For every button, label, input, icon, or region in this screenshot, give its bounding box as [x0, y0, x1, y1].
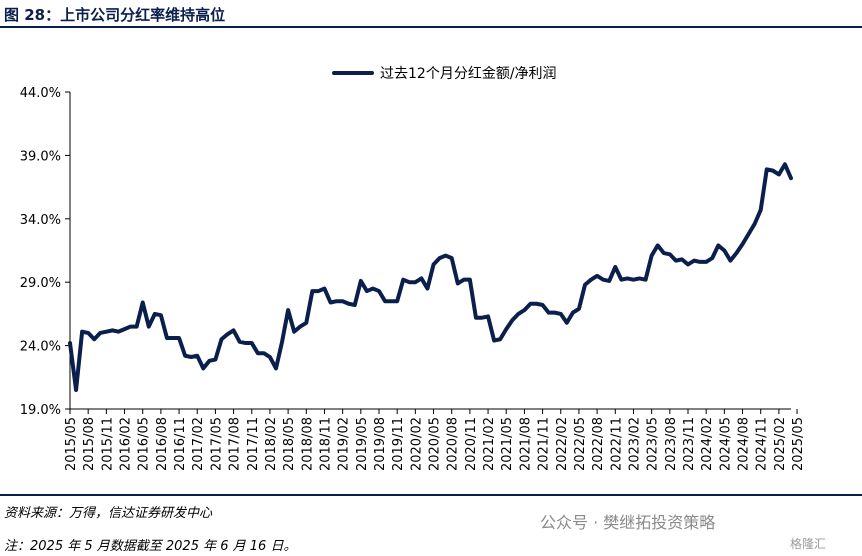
footer-rule — [0, 494, 862, 496]
y-tick-label: 39.0% — [20, 149, 61, 164]
legend-label: 过去12个月分红金额/净利润 — [380, 66, 557, 82]
x-tick-label: 2019/05 — [355, 417, 370, 471]
x-tick-label: 2022/02 — [555, 417, 570, 471]
x-tick-label: 2017/05 — [209, 417, 224, 471]
title-rule — [0, 26, 862, 28]
y-tick-label: 19.0% — [20, 403, 61, 418]
series-line — [68, 162, 793, 392]
x-tick-label: 2016/08 — [155, 417, 170, 471]
x-tick-label: 2016/05 — [137, 417, 152, 471]
x-tick-label: 2023/02 — [627, 417, 642, 471]
x-tick-label: 2018/08 — [300, 417, 315, 471]
x-tick-label: 2024/02 — [700, 417, 715, 471]
x-axis-ticks: 2015/05 2015/08 2015/11 2016/02 2016/05 2016/… — [64, 409, 806, 471]
x-tick-label: 2022/11 — [609, 417, 624, 471]
x-tick-label: 2023/08 — [664, 417, 679, 471]
x-tick-label: 2018/05 — [282, 417, 297, 471]
x-tick-label: 2024/11 — [755, 417, 770, 471]
x-tick-label: 2017/08 — [228, 417, 243, 471]
x-tick-label: 2025/05 — [791, 417, 806, 471]
x-tick-label: 2020/11 — [464, 417, 479, 471]
x-tick-label: 2015/05 — [64, 417, 79, 471]
x-tick-label: 2021/05 — [500, 417, 515, 471]
x-tick-label: 2019/11 — [391, 417, 406, 471]
x-tick-label: 2016/11 — [173, 417, 188, 471]
x-tick-label: 2025/02 — [773, 417, 788, 471]
figure-title: 图 28：上市公司分红率维持高位 — [4, 6, 226, 24]
axes — [69, 92, 791, 410]
y-axis-ticks: 19.0% 24.0% 29.0% 34.0% 39.0% 44.0% — [20, 86, 70, 418]
line-chart: 过去12个月分红金额/净利润 19.0% 24.0% 29.0% 34.0% 39.0%… — [20, 66, 806, 471]
x-tick-label: 2023/05 — [646, 417, 661, 471]
watermark-logo: 格隆汇 — [790, 537, 827, 551]
x-tick-label: 2020/08 — [446, 417, 461, 471]
x-tick-label: 2018/02 — [264, 417, 279, 471]
x-tick-label: 2024/05 — [718, 417, 733, 471]
y-tick-label: 34.0% — [20, 213, 61, 228]
x-tick-label: 2023/11 — [682, 417, 697, 471]
x-tick-label: 2021/02 — [482, 417, 497, 471]
x-tick-label: 2020/02 — [409, 417, 424, 471]
y-tick-label: 24.0% — [20, 340, 61, 355]
y-tick-label: 29.0% — [20, 276, 61, 291]
x-tick-label: 2020/05 — [428, 417, 443, 471]
x-tick-label: 2024/08 — [737, 417, 752, 471]
x-tick-label: 2019/08 — [373, 417, 388, 471]
x-tick-label: 2022/05 — [573, 417, 588, 471]
y-tick-label: 44.0% — [20, 86, 61, 101]
legend: 过去12个月分红金额/净利润 — [332, 66, 557, 82]
x-tick-label: 2015/08 — [82, 417, 97, 471]
data-note: 注：2025 年 5 月数据截至 2025 年 6 月 16 日。 — [4, 539, 297, 554]
x-tick-label: 2021/08 — [518, 417, 533, 471]
watermark: 公众号 · 樊继拓投资策略 — [540, 513, 716, 532]
x-tick-label: 2017/02 — [191, 417, 206, 471]
x-tick-label: 2022/08 — [591, 417, 606, 471]
x-tick-label: 2015/11 — [100, 417, 115, 471]
x-tick-label: 2019/02 — [337, 417, 352, 471]
x-tick-label: 2018/11 — [318, 417, 333, 471]
x-tick-label: 2017/11 — [246, 417, 261, 471]
source-note: 资料来源：万得，信达证券研发中心 — [4, 506, 213, 521]
x-tick-label: 2021/11 — [537, 417, 552, 471]
x-tick-label: 2016/02 — [119, 417, 134, 471]
